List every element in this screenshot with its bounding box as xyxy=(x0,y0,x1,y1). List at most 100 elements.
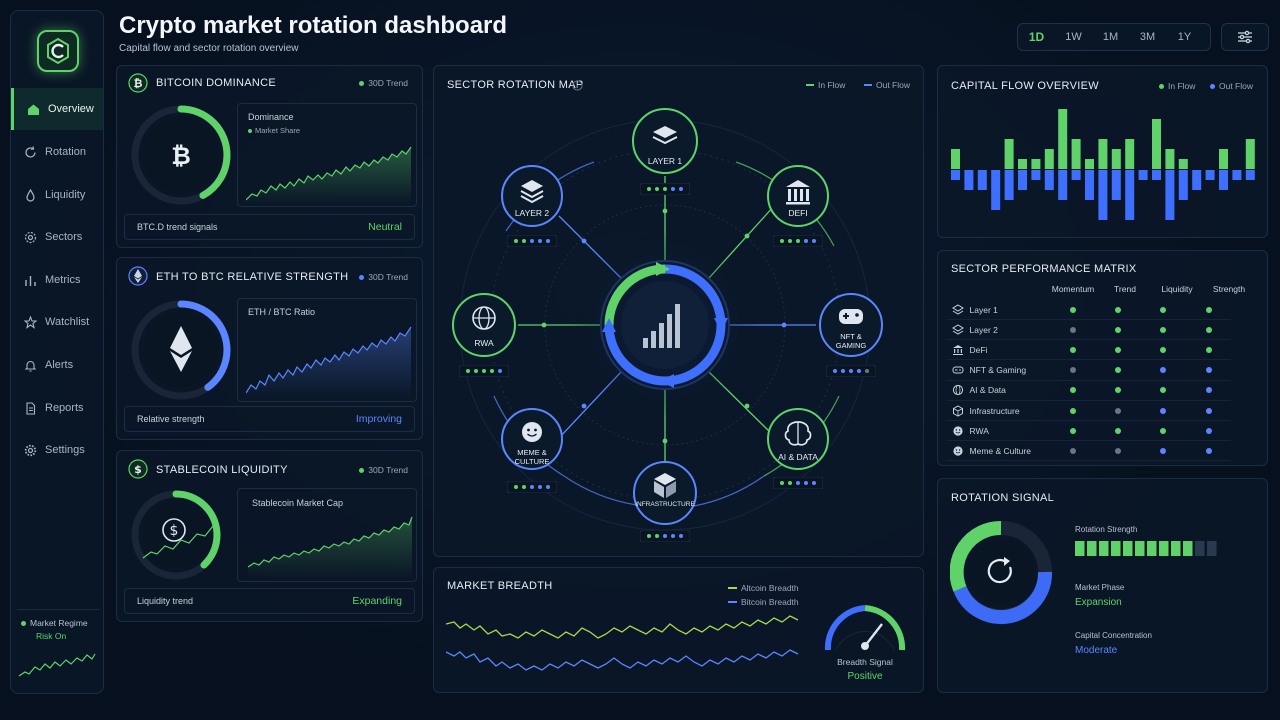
status-dot xyxy=(1160,346,1167,353)
card-title: CAPITAL FLOW OVERVIEW xyxy=(951,80,1099,92)
sidebar-item-watchlist[interactable]: Watchlist xyxy=(11,301,103,343)
bank-icon xyxy=(767,165,829,227)
status-dot xyxy=(1115,367,1122,374)
legend-in-label: In Flow xyxy=(818,80,846,90)
sector-name: AI & Data xyxy=(969,385,1006,396)
matrix-row[interactable]: DeFi xyxy=(947,340,1231,361)
sector-name: Meme & Culture xyxy=(969,445,1031,456)
node-indicator xyxy=(459,365,509,377)
concentration-label: Capital Concentration xyxy=(1075,631,1152,640)
node-indicator xyxy=(640,530,690,542)
node-indicator xyxy=(773,235,823,247)
footer-label: Liquidity trend xyxy=(137,596,194,606)
node-indicator xyxy=(773,477,823,489)
node-indicator xyxy=(640,183,690,195)
market-regime-widget[interactable]: Market Regime Risk On xyxy=(17,609,99,691)
gamepad-icon xyxy=(952,366,964,374)
sliders-icon xyxy=(1238,30,1252,44)
timeframe-3m[interactable]: 3M xyxy=(1139,31,1156,43)
inflow-bar xyxy=(1018,159,1027,169)
matrix-header: Momentum Trend Liquidity Strength xyxy=(1047,284,1255,294)
matrix-row[interactable]: Layer 2 xyxy=(947,320,1231,341)
page-subtitle: Capital flow and sector rotation overvie… xyxy=(119,43,299,54)
inflow-bar xyxy=(1031,159,1041,169)
timeframe-selector: 1D 1W 1M 3M 1Y xyxy=(1017,23,1211,51)
sidebar-item-label: Sectors xyxy=(45,231,83,243)
eth-btc-footer: Relative strength Improving xyxy=(124,406,415,432)
stablecoin-chart: Stablecoin Market Cap xyxy=(237,488,417,582)
rotation-signal-card: ROTATION SIGNAL Rotation Strength Market… xyxy=(937,478,1268,693)
matrix-row[interactable]: Layer 1 xyxy=(947,300,1231,320)
status-dot xyxy=(1070,407,1077,414)
sidebar-item-label: Liquidity xyxy=(45,189,86,201)
outflow-bar xyxy=(977,170,987,190)
strength-segment xyxy=(1087,541,1097,556)
sidebar-item-alerts[interactable]: Alerts xyxy=(11,344,103,386)
legend-dot xyxy=(1159,83,1164,89)
layers-icon xyxy=(952,303,965,315)
gear-icon xyxy=(24,231,36,243)
node-ai-data[interactable]: AI & DATA xyxy=(765,406,831,472)
column-header: Momentum xyxy=(1051,284,1095,294)
node-nft-gaming[interactable]: NFT & GAMING xyxy=(817,291,885,359)
status-dot xyxy=(1160,326,1167,333)
inflow-bar xyxy=(1085,159,1094,169)
sidebar-item-settings[interactable]: Settings xyxy=(11,429,103,471)
sidebar-item-rotation[interactable]: Rotation xyxy=(11,131,103,173)
cube-icon xyxy=(953,404,964,417)
sidebar-item-liquidity[interactable]: Liquidity xyxy=(11,174,103,216)
app-logo[interactable] xyxy=(37,30,79,72)
node-rwa[interactable]: RWA xyxy=(450,291,518,359)
status-dot xyxy=(1115,407,1122,414)
info-icon[interactable] xyxy=(572,80,583,91)
timeframe-1m[interactable]: 1M xyxy=(1102,31,1119,43)
outflow-bar xyxy=(1018,170,1027,190)
node-infrastructure[interactable]: INFRASTRUCTURE xyxy=(631,459,699,527)
sidebar-item-reports[interactable]: Reports xyxy=(11,387,103,429)
outflow-bar xyxy=(1044,170,1054,190)
node-label: AI & DATA xyxy=(778,452,818,462)
column-header: Liquidity xyxy=(1161,284,1193,294)
outflow-bar xyxy=(1111,170,1121,200)
node-meme-culture[interactable]: MEME & CULTURE xyxy=(499,406,565,472)
card-title: ROTATION SIGNAL xyxy=(951,492,1055,504)
outflow-bar xyxy=(1031,170,1041,180)
matrix-row[interactable]: Infrastructure xyxy=(947,401,1231,421)
sidebar-item-overview[interactable]: Overview xyxy=(11,88,103,130)
capital-flow-card: CAPITAL FLOW OVERVIEW In Flow Out Flow xyxy=(937,65,1268,238)
sidebar-item-metrics[interactable]: Metrics xyxy=(11,259,103,301)
settings-icon xyxy=(24,444,36,456)
legend-dot xyxy=(359,274,365,280)
node-layer-1[interactable]: LAYER 1 xyxy=(630,106,700,176)
sidebar-item-sectors[interactable]: Sectors xyxy=(11,216,103,258)
filter-button[interactable] xyxy=(1221,23,1269,51)
legend-dot xyxy=(359,80,365,86)
sidebar-item-label: Reports xyxy=(45,402,84,414)
sidebar-item-label: Overview xyxy=(48,103,94,115)
rotation-signal-gauge xyxy=(950,520,1052,625)
matrix-row[interactable]: Meme & Culture xyxy=(947,441,1231,462)
card-title: STABLECOIN LIQUIDITY xyxy=(156,464,288,476)
layers-icon xyxy=(952,324,965,335)
document-icon xyxy=(25,401,35,415)
status-dot xyxy=(1115,447,1122,454)
status-dot xyxy=(1115,427,1122,434)
timeframe-1d[interactable]: 1D xyxy=(1028,30,1045,44)
outflow-bar xyxy=(1098,170,1108,220)
legend-swatch xyxy=(806,84,814,86)
outflow-bar xyxy=(1125,170,1135,220)
breadth-gauge xyxy=(824,605,906,651)
node-defi[interactable]: DEFI xyxy=(765,163,831,229)
strength-segment xyxy=(1171,541,1181,556)
matrix-row[interactable]: RWA xyxy=(947,421,1231,442)
card-title: BITCOIN DOMINANCE xyxy=(156,77,276,89)
timeframe-1y[interactable]: 1Y xyxy=(1177,31,1192,43)
timeframe-1w[interactable]: 1W xyxy=(1065,31,1082,43)
eth-btc-gauge xyxy=(131,300,231,400)
strength-segment xyxy=(1075,541,1085,556)
node-layer-2[interactable]: LAYER 2 xyxy=(499,163,565,229)
matrix-row[interactable]: NFT & Gaming xyxy=(947,361,1231,381)
card-title: MARKET BREADTH xyxy=(447,580,553,592)
sector-name: RWA xyxy=(969,425,989,436)
matrix-row[interactable]: AI & Data xyxy=(947,381,1231,401)
